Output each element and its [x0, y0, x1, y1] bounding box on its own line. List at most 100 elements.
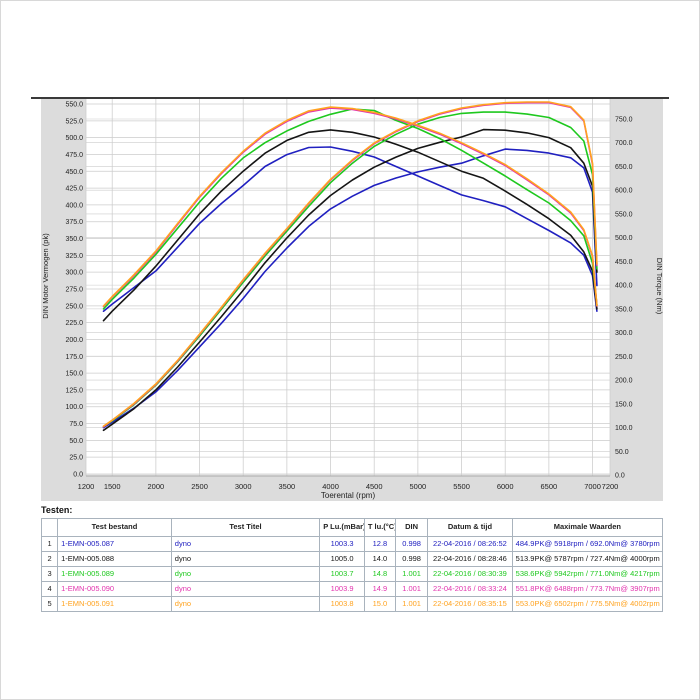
power-curve	[102, 128, 598, 432]
table-row: 4 1-EMN-005.090 dyno 1003.9 14.9 1.001 22-04-2…	[40, 581, 664, 597]
table-header-cell: Test Titel	[170, 518, 321, 537]
table-cell-p_lu: 1003.9	[319, 581, 365, 597]
table-header-cell: Maximale Waarden	[511, 518, 664, 537]
x-axis-tick-label: 6000	[497, 482, 514, 491]
right-axis-tick-label: 50.0	[615, 449, 629, 456]
x-axis-tick-label: 4500	[366, 482, 383, 491]
table-header-cell: T lu.(°C)	[363, 518, 396, 537]
x-axis-tick-label: 3000	[235, 482, 252, 491]
x-axis-tick-label: 1500	[104, 482, 121, 491]
right-axis-tick-label: 700.0	[615, 140, 633, 147]
right-axis-tick-label: 650.0	[615, 164, 633, 171]
left-axis-tick-label: 250.0	[65, 303, 83, 310]
table-cell-max: 538.6PK@ 5942rpm / 771.0Nm@ 4217rpm	[511, 566, 664, 582]
right-axis-tick-label: 550.0	[615, 211, 633, 218]
x-axis-tick-label: 1200	[78, 482, 95, 491]
left-axis-tick-label: 475.0	[65, 152, 83, 159]
left-axis-tick-label: 500.0	[65, 135, 83, 142]
right-axis-tick-label: 0.0	[615, 473, 625, 480]
x-axis-tick-label: 6500	[541, 482, 558, 491]
table-cell-max: 551.8PK@ 6488rpm / 773.7Nm@ 3907rpm	[511, 581, 664, 597]
table-cell-file: 1-EMN-005.091	[57, 596, 172, 612]
table-cell-datetime: 22-04-2016 / 08:30:39	[427, 566, 513, 582]
table-cell-datetime: 22-04-2016 / 08:26:52	[427, 536, 513, 552]
table-cell-din: 0.998	[394, 536, 429, 552]
table-cell-max: 484.9PK@ 5918rpm / 692.0Nm@ 3780rpm	[511, 536, 664, 552]
table-cell-file: 1-EMN-005.088	[57, 551, 172, 567]
left-axis-tick-label: 0.0	[73, 472, 83, 479]
table-cell-din: 1.001	[394, 566, 429, 582]
left-axis-tick-label: 225.0	[65, 320, 83, 327]
table-cell-datetime: 22-04-2016 / 08:28:46	[427, 551, 513, 567]
chart-curves	[102, 101, 598, 432]
right-axis-tick-label: 350.0	[615, 306, 633, 313]
table-header-cell: Datum & tijd	[427, 518, 513, 537]
left-axis-tick-label: 400.0	[65, 202, 83, 209]
left-axis-tick-label: 175.0	[65, 354, 83, 361]
tests-table: Test bestand Test Titel P Lu.(mBar) T lu.(°…	[40, 518, 664, 612]
left-axis-tick-label: 350.0	[65, 236, 83, 243]
table-cell-num: 5	[40, 596, 59, 612]
left-axis-title: DIN Motor Vermogen (pk)	[41, 233, 50, 319]
right-axis-tick-label: 100.0	[615, 425, 633, 432]
table-header-cell: DIN	[394, 518, 429, 537]
right-axis-tick-label: 200.0	[615, 378, 633, 385]
table-cell-p_lu: 1003.8	[319, 596, 365, 612]
left-axis-tick-label: 550.0	[65, 102, 83, 109]
x-axis-tick-label: 5000	[410, 482, 427, 491]
table-cell-datetime: 22-04-2016 / 08:35:15	[427, 596, 513, 612]
table-cell-max: 553.0PK@ 6502rpm / 775.5Nm@ 4002rpm	[511, 596, 664, 612]
table-section-label: Testen:	[41, 505, 73, 515]
right-axis-tick-label: 250.0	[615, 354, 633, 361]
table-cell-num: 3	[40, 566, 59, 582]
x-axis-tick-label: 3500	[279, 482, 296, 491]
table-cell-title: dyno	[170, 596, 321, 612]
x-axis-tick-label: 5500	[453, 482, 470, 491]
dyno-chart-svg: 0.0 25.0 50.0 75.0 100.0 125.0 150.0 175.0 200.0…	[31, 97, 669, 501]
x-axis-tick-label: 4000	[322, 482, 339, 491]
right-axis-tick-label: 500.0	[615, 235, 633, 242]
table-row: 2 1-EMN-005.088 dyno 1005.0 14.0 0.998 22-04-2…	[40, 551, 664, 567]
table-cell-title: dyno	[170, 551, 321, 567]
left-axis-tick-label: 50.0	[69, 438, 83, 445]
table-cell-file: 1-EMN-005.087	[57, 536, 172, 552]
table-cell-p_lu: 1003.7	[319, 566, 365, 582]
left-axis-tick-label: 200.0	[65, 337, 83, 344]
right-axis-tick-label: 150.0	[615, 401, 633, 408]
power-curve	[102, 148, 598, 429]
table-header-cell: Test bestand	[57, 518, 172, 537]
table-cell-datetime: 22-04-2016 / 08:33:24	[427, 581, 513, 597]
table-cell-din: 1.001	[394, 596, 429, 612]
dyno-chart: 0.0 25.0 50.0 75.0 100.0 125.0 150.0 175.0 200.0…	[31, 86, 669, 504]
right-axis-tick-label: 300.0	[615, 330, 633, 337]
torque-curve	[102, 129, 598, 322]
table-cell-p_lu: 1003.3	[319, 536, 365, 552]
table-cell-title: dyno	[170, 581, 321, 597]
table-cell-title: dyno	[170, 536, 321, 552]
plot-area	[86, 98, 610, 476]
table-cell-max: 513.9PK@ 5787rpm / 727.4Nm@ 4000rpm	[511, 551, 664, 567]
left-axis-tick-label: 300.0	[65, 270, 83, 277]
table-cell-title: dyno	[170, 566, 321, 582]
x-axis-title: Toerental (rpm)	[321, 491, 376, 500]
table-cell-file: 1-EMN-005.090	[57, 581, 172, 597]
table-cell-din: 0.998	[394, 551, 429, 567]
right-axis-tick-label: 750.0	[615, 117, 633, 124]
left-axis-tick-label: 275.0	[65, 287, 83, 294]
left-axis-tick-label: 125.0	[65, 387, 83, 394]
table-cell-t_lu: 14.8	[363, 566, 396, 582]
chart-tick-labels: 0.0 25.0 50.0 75.0 100.0 125.0 150.0 175.0 200.0…	[65, 102, 632, 492]
table-header-cell	[40, 518, 59, 537]
table-cell-din: 1.001	[394, 581, 429, 597]
right-axis-tick-label: 450.0	[615, 259, 633, 266]
left-axis-tick-label: 325.0	[65, 253, 83, 260]
torque-curve	[102, 106, 598, 307]
table-cell-t_lu: 14.0	[363, 551, 396, 567]
table-cell-num: 1	[40, 536, 59, 552]
table-row: 1 1-EMN-005.087 dyno 1003.3 12.8 0.998 22-04-2…	[40, 536, 664, 552]
right-axis-title: DIN Torque (Nm)	[655, 258, 664, 315]
table-cell-file: 1-EMN-005.089	[57, 566, 172, 582]
tests-section: Testen: Test bestand Test Titel P Lu.(mBar…	[40, 505, 664, 612]
left-axis-tick-label: 25.0	[69, 455, 83, 462]
